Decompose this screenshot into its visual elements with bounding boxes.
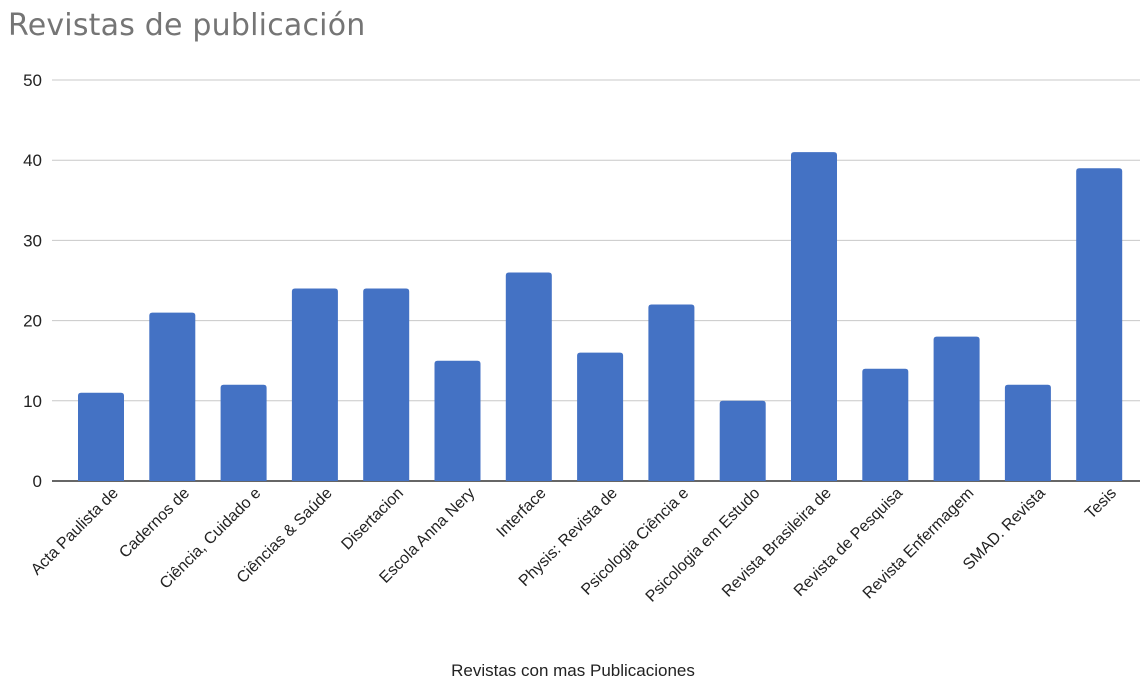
bar: [220, 384, 267, 481]
bar: [862, 368, 909, 481]
x-tick-label: Disertacion: [338, 485, 407, 554]
chart-title: Revistas de publicación: [8, 8, 366, 43]
bar: [648, 304, 695, 481]
bar: [933, 336, 980, 481]
bar: [1076, 168, 1123, 481]
x-tick-label: Interface: [494, 485, 550, 541]
bar: [1004, 384, 1051, 481]
bar: [78, 392, 124, 481]
y-tick-label: 40: [23, 151, 42, 170]
y-tick-label: 10: [23, 392, 42, 411]
bar: [505, 272, 552, 481]
bar: [791, 152, 837, 481]
x-tick-label: Tesis: [1082, 485, 1120, 523]
y-tick-label: 30: [23, 231, 42, 250]
y-tick-label: 0: [33, 472, 42, 491]
y-tick-label: 50: [23, 71, 42, 90]
x-tick-label: Acta Paulista de: [28, 485, 122, 579]
bar: [149, 312, 196, 481]
y-tick-label: 20: [23, 312, 42, 331]
x-tick-label: Cadernos de: [116, 485, 193, 562]
bar: [291, 288, 338, 481]
bar: [363, 288, 410, 481]
bar: [434, 360, 481, 481]
bar: [719, 400, 766, 481]
bar: [577, 352, 624, 481]
x-axis-title: Revistas con mas Publicaciones: [451, 661, 695, 680]
